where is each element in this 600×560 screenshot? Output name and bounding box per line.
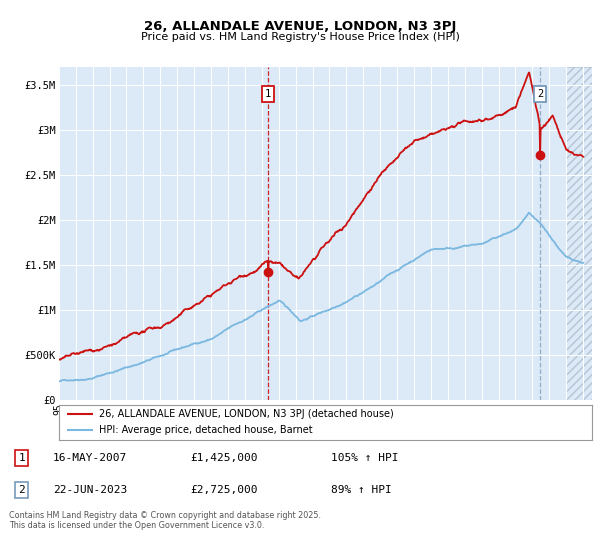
Text: 2: 2 bbox=[19, 485, 25, 495]
Text: £2,725,000: £2,725,000 bbox=[190, 485, 258, 495]
Text: £1,425,000: £1,425,000 bbox=[190, 453, 258, 463]
Text: Contains HM Land Registry data © Crown copyright and database right 2025.
This d: Contains HM Land Registry data © Crown c… bbox=[9, 511, 321, 530]
Text: 16-MAY-2007: 16-MAY-2007 bbox=[53, 453, 127, 463]
Text: 1: 1 bbox=[265, 89, 271, 99]
Text: HPI: Average price, detached house, Barnet: HPI: Average price, detached house, Barn… bbox=[99, 425, 313, 435]
Bar bbox=[566, 67, 592, 400]
Text: 105% ↑ HPI: 105% ↑ HPI bbox=[331, 453, 398, 463]
Text: 2: 2 bbox=[537, 89, 544, 99]
Text: 26, ALLANDALE AVENUE, LONDON, N3 3PJ: 26, ALLANDALE AVENUE, LONDON, N3 3PJ bbox=[144, 20, 456, 33]
Text: 1: 1 bbox=[19, 453, 25, 463]
Text: 22-JUN-2023: 22-JUN-2023 bbox=[53, 485, 127, 495]
Text: 89% ↑ HPI: 89% ↑ HPI bbox=[331, 485, 392, 495]
Text: 26, ALLANDALE AVENUE, LONDON, N3 3PJ (detached house): 26, ALLANDALE AVENUE, LONDON, N3 3PJ (de… bbox=[99, 409, 394, 419]
Text: Price paid vs. HM Land Registry's House Price Index (HPI): Price paid vs. HM Land Registry's House … bbox=[140, 32, 460, 42]
